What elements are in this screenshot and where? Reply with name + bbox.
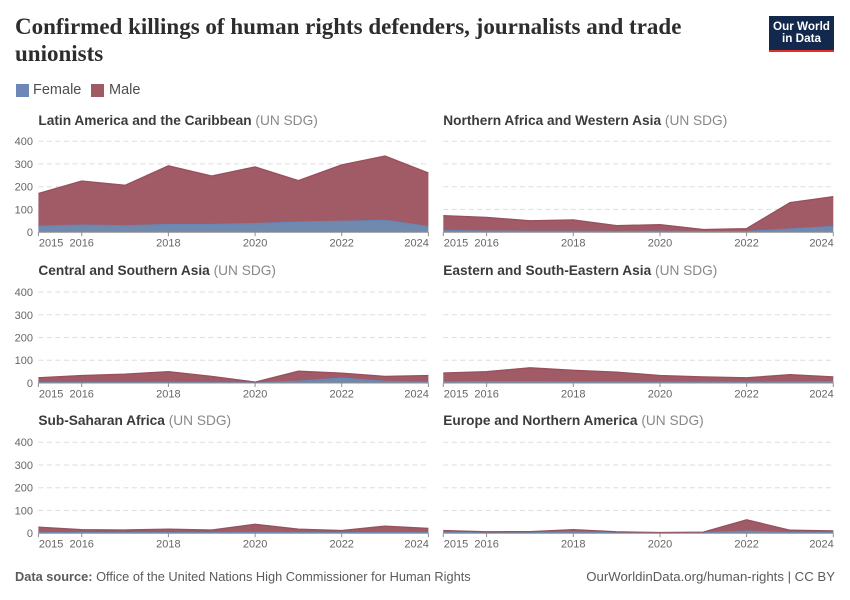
svg-text:2015: 2015 [39, 238, 63, 250]
svg-text:2020: 2020 [648, 539, 672, 551]
svg-text:2020: 2020 [243, 238, 267, 250]
svg-text:2020: 2020 [243, 389, 267, 401]
svg-text:2018: 2018 [156, 389, 180, 401]
svg-text:0: 0 [27, 378, 33, 390]
svg-text:2022: 2022 [734, 389, 758, 401]
svg-text:300: 300 [15, 310, 33, 322]
svg-text:2018: 2018 [561, 539, 585, 551]
svg-text:2020: 2020 [648, 389, 672, 401]
svg-text:400: 400 [15, 287, 33, 299]
svg-text:2022: 2022 [734, 238, 758, 250]
svg-text:2024: 2024 [809, 539, 833, 551]
svg-text:200: 200 [15, 182, 33, 194]
svg-text:2024: 2024 [809, 238, 833, 250]
svg-text:2024: 2024 [809, 389, 833, 401]
svg-text:2016: 2016 [474, 238, 498, 250]
svg-text:2015: 2015 [444, 539, 468, 551]
svg-text:2016: 2016 [69, 389, 93, 401]
svg-text:2018: 2018 [561, 238, 585, 250]
svg-text:2022: 2022 [329, 238, 353, 250]
svg-text:2022: 2022 [329, 539, 353, 551]
svg-text:2016: 2016 [69, 539, 93, 551]
svg-text:400: 400 [15, 136, 33, 148]
svg-text:100: 100 [15, 204, 33, 216]
svg-text:2018: 2018 [156, 539, 180, 551]
svg-text:2022: 2022 [329, 389, 353, 401]
svg-text:400: 400 [15, 437, 33, 449]
svg-text:2015: 2015 [39, 539, 63, 551]
svg-text:200: 200 [15, 333, 33, 345]
svg-text:2024: 2024 [404, 238, 428, 250]
svg-text:2016: 2016 [474, 389, 498, 401]
svg-text:2015: 2015 [444, 238, 468, 250]
svg-text:2015: 2015 [444, 389, 468, 401]
svg-text:200: 200 [15, 483, 33, 495]
svg-text:2024: 2024 [404, 389, 428, 401]
svg-text:0: 0 [27, 528, 33, 540]
svg-text:2018: 2018 [156, 238, 180, 250]
svg-text:2016: 2016 [69, 238, 93, 250]
svg-text:2018: 2018 [561, 389, 585, 401]
svg-text:2024: 2024 [404, 539, 428, 551]
svg-text:100: 100 [15, 355, 33, 367]
svg-text:300: 300 [15, 159, 33, 171]
svg-text:100: 100 [15, 506, 33, 518]
svg-text:2016: 2016 [474, 539, 498, 551]
svg-text:0: 0 [27, 227, 33, 239]
svg-text:2020: 2020 [243, 539, 267, 551]
svg-text:2022: 2022 [734, 539, 758, 551]
svg-text:2015: 2015 [39, 389, 63, 401]
svg-text:2020: 2020 [648, 238, 672, 250]
svg-text:300: 300 [15, 460, 33, 472]
